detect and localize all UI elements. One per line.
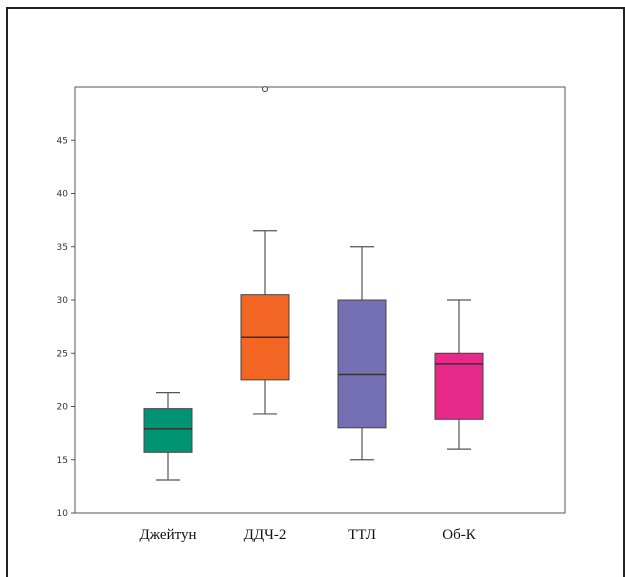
box-iqr <box>337 299 387 429</box>
boxes <box>143 86 484 481</box>
x-axis: Джейтун ДДЧ-2 ТТЛ Об-К <box>140 527 477 543</box>
box-group <box>240 86 290 415</box>
y-axis: 10 15 20 25 30 35 40 45 <box>57 136 75 519</box>
figure-frame <box>6 7 625 577</box>
x-category-label: ТТЛ <box>348 527 376 543</box>
box-group <box>337 246 387 461</box>
y-tick-label: 35 <box>57 243 68 253</box>
y-tick-label: 20 <box>57 403 69 413</box>
box-iqr <box>143 408 193 453</box>
outlier-point <box>262 86 268 93</box>
box-group <box>143 392 193 481</box>
y-tick-label: 25 <box>57 349 68 359</box>
x-category-label: ДДЧ-2 <box>244 527 287 543</box>
box-group <box>434 299 484 450</box>
y-tick-label: 10 <box>57 509 69 519</box>
y-tick-label: 15 <box>57 456 68 466</box>
y-tick-label: 30 <box>57 296 69 306</box>
y-tick-label: 40 <box>57 190 69 200</box>
y-tick-label: 45 <box>57 136 68 146</box>
x-category-label: Об-К <box>442 527 476 543</box>
x-category-label: Джейтун <box>140 527 197 543</box>
